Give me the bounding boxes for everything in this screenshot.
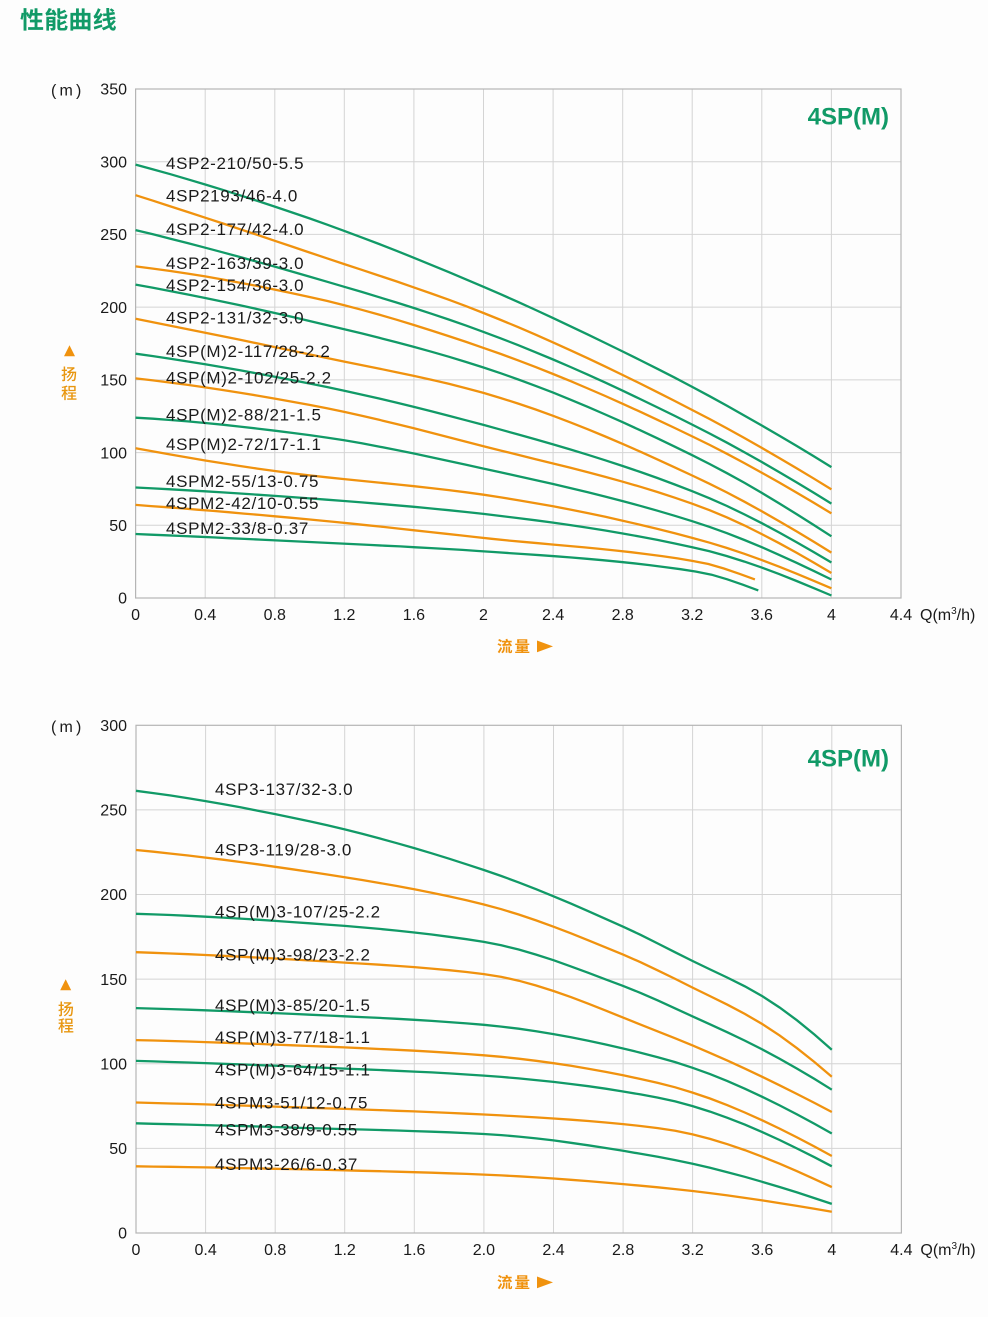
svg-text:4SP2-131/32-3.0: 4SP2-131/32-3.0 bbox=[166, 309, 304, 328]
svg-text:4.4: 4.4 bbox=[890, 1242, 912, 1259]
svg-text:Q(m3/h): Q(m3/h) bbox=[920, 606, 975, 624]
svg-text:4SP(M)3-77/18-1.1: 4SP(M)3-77/18-1.1 bbox=[215, 1028, 371, 1047]
svg-text:0: 0 bbox=[131, 607, 140, 624]
svg-text:0: 0 bbox=[132, 1242, 141, 1259]
svg-text:4.4: 4.4 bbox=[890, 607, 912, 624]
svg-text:4SP2-210/50-5.5: 4SP2-210/50-5.5 bbox=[166, 154, 304, 173]
svg-text:4SP2193/46-4.0: 4SP2193/46-4.0 bbox=[166, 187, 298, 206]
svg-text:300: 300 bbox=[100, 718, 127, 735]
svg-text:4: 4 bbox=[827, 607, 836, 624]
svg-text:4SPM3-51/12-0.75: 4SPM3-51/12-0.75 bbox=[215, 1094, 368, 1113]
svg-text:0.4: 0.4 bbox=[194, 1242, 216, 1259]
svg-text:4SP(M)3-85/20-1.5: 4SP(M)3-85/20-1.5 bbox=[215, 996, 371, 1015]
svg-text:2.8: 2.8 bbox=[612, 607, 634, 624]
svg-text:1.6: 1.6 bbox=[403, 607, 425, 624]
svg-text:4SP2-154/36-3.0: 4SP2-154/36-3.0 bbox=[166, 276, 304, 295]
svg-text:4SPM3-38/9-0.55: 4SPM3-38/9-0.55 bbox=[215, 1121, 358, 1140]
svg-text:250: 250 bbox=[100, 803, 127, 820]
svg-text:350: 350 bbox=[100, 82, 127, 99]
svg-text:0: 0 bbox=[118, 591, 127, 608]
svg-text:0.8: 0.8 bbox=[264, 607, 286, 624]
svg-text:3.2: 3.2 bbox=[681, 1242, 703, 1259]
svg-text:4: 4 bbox=[827, 1242, 836, 1259]
svg-text:4SP2-163/39-3.0: 4SP2-163/39-3.0 bbox=[166, 254, 304, 273]
svg-text:4SPM2-42/10-0.55: 4SPM2-42/10-0.55 bbox=[166, 494, 319, 513]
svg-text:3.2: 3.2 bbox=[681, 607, 703, 624]
svg-text:3.6: 3.6 bbox=[751, 607, 773, 624]
svg-text:4SP(M): 4SP(M) bbox=[808, 746, 889, 773]
svg-text:4SP3-137/32-3.0: 4SP3-137/32-3.0 bbox=[215, 780, 353, 799]
svg-text:4SP(M)2-102/25-2.2: 4SP(M)2-102/25-2.2 bbox=[166, 369, 332, 388]
svg-text:1.6: 1.6 bbox=[403, 1242, 425, 1259]
svg-text:4SP(M): 4SP(M) bbox=[808, 104, 889, 131]
svg-text:2: 2 bbox=[479, 607, 488, 624]
svg-text:(m): (m) bbox=[51, 719, 85, 736]
svg-text:200: 200 bbox=[100, 887, 127, 904]
svg-text:0.8: 0.8 bbox=[264, 1242, 286, 1259]
svg-text:150: 150 bbox=[100, 972, 127, 989]
svg-text:4SP2-177/42-4.0: 4SP2-177/42-4.0 bbox=[166, 220, 304, 239]
svg-text:1.2: 1.2 bbox=[333, 607, 355, 624]
svg-text:50: 50 bbox=[109, 1141, 127, 1158]
svg-text:2.8: 2.8 bbox=[612, 1242, 634, 1259]
svg-text:150: 150 bbox=[100, 373, 127, 390]
svg-text:2.0: 2.0 bbox=[473, 1242, 495, 1259]
svg-text:300: 300 bbox=[100, 154, 127, 171]
svg-text:4SPM2-55/13-0.75: 4SPM2-55/13-0.75 bbox=[166, 472, 319, 491]
svg-text:Q(m3/h): Q(m3/h) bbox=[920, 1241, 975, 1259]
svg-text:3.6: 3.6 bbox=[751, 1242, 773, 1259]
svg-text:(m): (m) bbox=[51, 83, 85, 100]
svg-text:100: 100 bbox=[100, 445, 127, 462]
svg-text:100: 100 bbox=[100, 1057, 127, 1074]
svg-text:0: 0 bbox=[118, 1226, 127, 1243]
svg-text:1.2: 1.2 bbox=[334, 1242, 356, 1259]
svg-text:4SP(M)2-88/21-1.5: 4SP(M)2-88/21-1.5 bbox=[166, 406, 322, 425]
svg-text:250: 250 bbox=[100, 227, 127, 244]
svg-text:4SPM2-33/8-0.37: 4SPM2-33/8-0.37 bbox=[166, 519, 309, 538]
svg-text:4SP(M)3-64/15-1.1: 4SP(M)3-64/15-1.1 bbox=[215, 1061, 371, 1080]
svg-text:2.4: 2.4 bbox=[542, 1242, 564, 1259]
svg-text:4SP(M)2-117/28-2.2: 4SP(M)2-117/28-2.2 bbox=[166, 342, 330, 361]
svg-text:4SP3-119/28-3.0: 4SP3-119/28-3.0 bbox=[215, 841, 352, 860]
svg-text:2.4: 2.4 bbox=[542, 607, 564, 624]
svg-text:4SP(M)3-98/23-2.2: 4SP(M)3-98/23-2.2 bbox=[215, 946, 371, 965]
svg-text:0.4: 0.4 bbox=[194, 607, 216, 624]
svg-text:4SPM3-26/6-0.37: 4SPM3-26/6-0.37 bbox=[215, 1155, 358, 1174]
svg-text:200: 200 bbox=[100, 300, 127, 317]
svg-text:4SP(M)3-107/25-2.2: 4SP(M)3-107/25-2.2 bbox=[215, 903, 381, 922]
svg-text:50: 50 bbox=[109, 518, 127, 535]
svg-text:4SP(M)2-72/17-1.1: 4SP(M)2-72/17-1.1 bbox=[166, 435, 322, 454]
